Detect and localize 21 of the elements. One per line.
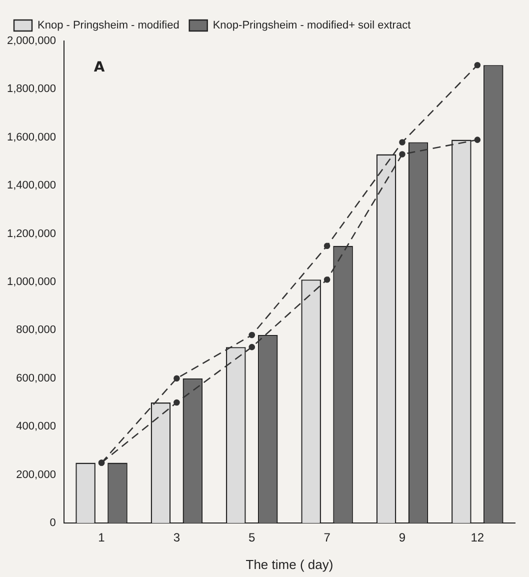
- y-tick-label: 1,800,000: [7, 83, 56, 96]
- legend-label: Knop-Pringsheim - modified+ soil extract: [212, 20, 411, 32]
- x-axis-title: The time ( day): [246, 556, 334, 572]
- annotation: A: [94, 60, 105, 76]
- x-tick-label: 12: [470, 530, 484, 545]
- y-tick-label: 400,000: [16, 420, 56, 433]
- y-tick-label: 1,400,000: [7, 180, 56, 192]
- y-tick-label: 200,000: [16, 468, 56, 481]
- y-tick-label: 600,000: [16, 372, 56, 384]
- x-tick-label: 5: [248, 530, 256, 545]
- y-tick-label: 1,200,000: [7, 228, 56, 240]
- legend-label: Knop - Pringsheim - modified: [38, 20, 180, 32]
- y-tick-label: 0: [50, 517, 56, 530]
- x-tick-label: 7: [324, 530, 331, 545]
- y-tick-label: 2,000,000: [7, 35, 56, 48]
- x-tick-label: 3: [173, 530, 180, 545]
- y-tick-label: 1,000,000: [7, 276, 56, 288]
- x-tick-label: 9: [398, 530, 406, 545]
- y-tick-label: 800,000: [16, 324, 56, 336]
- y-tick-label: 1,600,000: [7, 131, 56, 144]
- x-tick-label: 1: [98, 530, 106, 545]
